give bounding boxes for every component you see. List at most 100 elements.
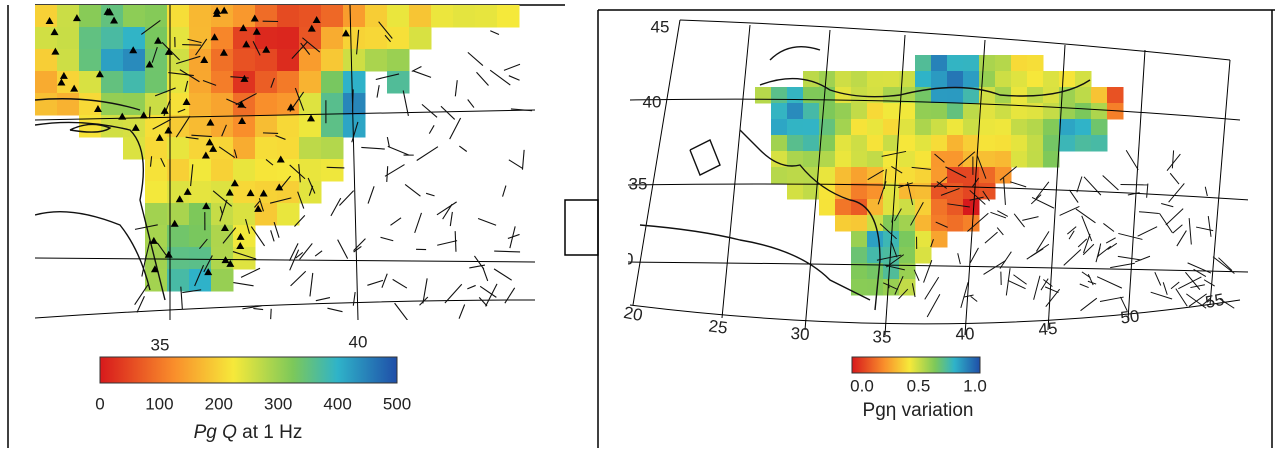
heat-cell	[1027, 135, 1044, 152]
heat-cell	[851, 247, 868, 264]
heat-cell	[1011, 55, 1028, 72]
heat-cell	[57, 93, 80, 116]
heat-cell	[189, 49, 212, 72]
heat-cell	[963, 71, 980, 88]
fault	[387, 166, 388, 182]
longitude-label: 45	[1038, 319, 1058, 339]
heat-cell	[145, 159, 168, 182]
heat-cell	[803, 103, 820, 120]
heat-cell	[1027, 151, 1044, 168]
fault	[300, 243, 313, 259]
latitude-label: 30	[615, 249, 634, 268]
fault	[1064, 249, 1081, 265]
colorbar-tick-label: 0	[95, 394, 104, 413]
heat-cell	[365, 5, 388, 28]
fault	[925, 277, 939, 299]
heat-cell	[277, 93, 300, 116]
longitude-label: 55	[1204, 290, 1226, 312]
latitude-labels: 45 40 35 30	[615, 17, 670, 268]
fault	[1166, 209, 1183, 225]
heat-cell	[771, 135, 788, 152]
heat-cell	[899, 247, 916, 264]
heat-cell	[1043, 135, 1060, 152]
heat-cell	[101, 5, 124, 28]
fault	[1077, 176, 1082, 192]
heat-cell	[883, 119, 900, 136]
heat-cell	[787, 119, 804, 136]
heat-cell	[233, 5, 256, 28]
fault	[508, 234, 520, 238]
heat-cell	[277, 203, 300, 226]
heat-cell	[189, 115, 212, 138]
fault	[480, 286, 496, 297]
fault	[1045, 287, 1058, 293]
heat-cell	[255, 159, 278, 182]
fault	[393, 279, 407, 288]
fault	[503, 186, 506, 197]
graticule	[680, 20, 1230, 60]
fault	[291, 271, 306, 286]
fault	[1060, 206, 1080, 215]
colorbar-tick-label: 0.5	[907, 376, 931, 395]
heat-cell	[947, 71, 964, 88]
heat-cell	[233, 71, 256, 94]
fault	[388, 146, 409, 155]
label-italic: Pg Q	[194, 422, 238, 443]
heat-cell	[947, 119, 964, 136]
fault	[468, 100, 474, 108]
heat-cell	[189, 181, 212, 204]
fault	[478, 218, 496, 225]
heat-cell	[771, 167, 788, 184]
fault	[339, 191, 353, 206]
fault	[271, 230, 274, 241]
fault	[1172, 150, 1173, 168]
fault	[290, 243, 299, 260]
heat-cell	[947, 87, 964, 104]
heat-cell	[211, 269, 234, 292]
heat-cell	[101, 27, 124, 50]
heat-cell	[35, 93, 58, 116]
heat-cell	[899, 135, 916, 152]
fault	[390, 218, 401, 226]
heat-cell	[819, 103, 836, 120]
heat-cell	[189, 93, 212, 116]
heat-cell	[995, 55, 1012, 72]
heat-cell	[995, 71, 1012, 88]
colorbar-tick-label: 100	[145, 394, 173, 413]
heat-cell	[1011, 135, 1028, 152]
heat-cell	[277, 27, 300, 50]
latitude-label: 45	[651, 17, 670, 36]
heat-cell	[277, 49, 300, 72]
heat-cell	[299, 71, 322, 94]
fault	[1118, 233, 1142, 239]
fault	[1196, 227, 1213, 231]
heat-cell	[123, 5, 146, 28]
heat-cell	[899, 199, 916, 216]
fault	[1163, 282, 1167, 294]
heat-cell	[835, 135, 852, 152]
colorbar-label: Pg Q at 1 Hz	[194, 422, 303, 443]
heat-cell	[365, 49, 388, 72]
heat-cell	[145, 203, 168, 226]
longitude-label: 50	[1119, 306, 1140, 327]
heat-cell	[963, 119, 980, 136]
heat-cell	[803, 87, 820, 104]
heat-cell	[123, 27, 146, 50]
heat-cell	[1059, 71, 1076, 88]
heat-cell	[321, 71, 344, 94]
heat-cell	[835, 167, 852, 184]
latitude-label: 40	[643, 92, 662, 111]
heat-cell	[343, 5, 366, 28]
heat-cell	[899, 167, 916, 184]
heat-cell	[409, 27, 432, 50]
heat-cell	[299, 159, 322, 182]
heat-cell	[1027, 103, 1044, 120]
heat-cell	[819, 87, 836, 104]
heat-cell	[233, 203, 256, 226]
graticule	[628, 262, 1250, 272]
fault	[422, 104, 437, 117]
heat-cell	[321, 137, 344, 160]
fault	[315, 251, 322, 256]
